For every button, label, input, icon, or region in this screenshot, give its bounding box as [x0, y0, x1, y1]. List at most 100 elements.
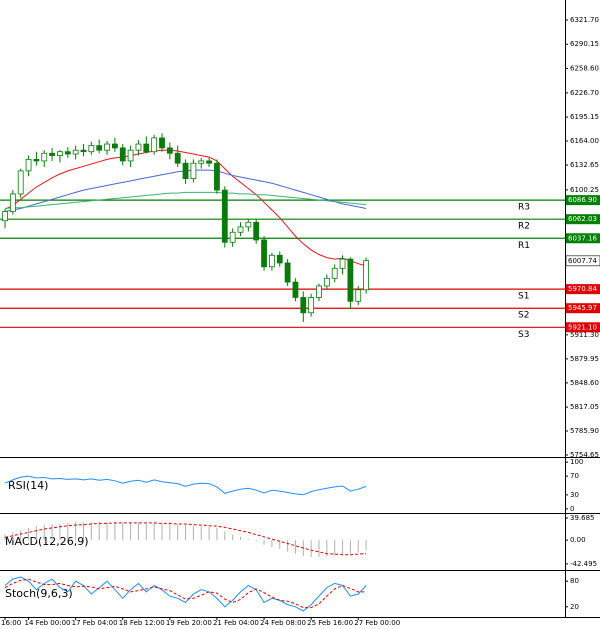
y-tick-label: 100 [570, 458, 583, 466]
candle-body [292, 281, 299, 298]
candle-body [316, 285, 322, 298]
candle-body [127, 149, 134, 162]
candle-body [206, 160, 213, 164]
candle-body [276, 254, 283, 264]
x-tick-label: 17 Feb 04:00 [72, 619, 118, 627]
level-name: R1 [518, 241, 530, 251]
last-price-label: 6007.74 [568, 257, 597, 265]
y-tick-label: 6290.15 [570, 40, 599, 48]
y-tick-label: 5848.60 [570, 379, 599, 387]
level-name: S1 [518, 292, 529, 302]
candle-body [151, 137, 158, 153]
y-tick-label: 6100.25 [570, 186, 599, 194]
x-tick-label: 14 Feb 00:00 [25, 619, 71, 627]
candle-body [80, 149, 87, 153]
y-tick-label: 5754.65 [570, 451, 599, 459]
y-tick-label: -42.495 [570, 560, 597, 568]
level-box [566, 214, 600, 225]
indicator-line [4, 522, 367, 556]
level-name: R2 [518, 222, 530, 232]
x-tick-label: 19 Feb 20:00 [166, 619, 212, 627]
candle-body [190, 162, 197, 179]
y-tick-label: 6258.60 [570, 64, 599, 72]
indicator-line [4, 475, 367, 496]
indicator-line [4, 149, 367, 267]
y-tick-label: 6195.15 [570, 113, 599, 121]
x-tick-label: 18 Feb 12:00 [119, 619, 165, 627]
candle-body [104, 143, 110, 151]
candle-body [355, 289, 362, 302]
y-tick-label: 6226.70 [570, 89, 599, 97]
candle-body [284, 262, 291, 283]
candle-body [33, 158, 40, 162]
indicator-line [4, 191, 367, 209]
level-box [566, 233, 600, 244]
x-tick-label: 24 Feb 08:00 [260, 619, 306, 627]
candle-body [253, 221, 260, 241]
x-tick-label: 25 Feb 16:00 [307, 619, 353, 627]
candle-body [182, 162, 189, 179]
candle-body [159, 137, 165, 149]
candle-body [347, 258, 354, 302]
candle-body [229, 231, 236, 243]
level-box [566, 195, 600, 206]
x-tick-label: 21 Feb 04:00 [213, 619, 259, 627]
level-label: 6037.16 [568, 234, 597, 242]
candle-body [96, 145, 103, 151]
candle-body [323, 277, 330, 287]
level-label: 5921.10 [568, 323, 597, 331]
indicator-title: RSI(14) [8, 479, 48, 492]
candle-body [174, 152, 181, 164]
y-tick-label: 5879.95 [570, 355, 599, 363]
level-label: 6086.90 [568, 196, 597, 204]
level-box [566, 322, 600, 333]
candle-body [339, 258, 346, 269]
level-name: S3 [518, 330, 529, 340]
candle-body [72, 149, 79, 155]
candle-body [221, 189, 228, 243]
candle-body [331, 267, 338, 279]
candle-body [17, 170, 24, 195]
level-label: 6062.03 [568, 215, 597, 223]
level-box [566, 284, 600, 295]
candle-body [237, 226, 244, 233]
candle-body [268, 254, 275, 268]
candle-body [25, 158, 32, 172]
candle-body [119, 147, 126, 162]
candle-body [112, 143, 118, 149]
y-tick-label: 5911.30 [570, 331, 599, 339]
y-tick-label: 6164.00 [570, 137, 599, 145]
y-tick-label: 70 [570, 472, 579, 480]
candle-body [2, 211, 8, 222]
y-tick-label: 6321.70 [570, 16, 599, 24]
candle-body [245, 221, 252, 228]
indicator-line [4, 578, 367, 609]
y-tick-label: 6132.65 [570, 161, 599, 169]
y-tick-label: 39.685 [570, 514, 595, 522]
candle-body [49, 152, 55, 156]
y-tick-label: 5785.90 [570, 427, 599, 435]
x-tick-label: 16:00 [1, 619, 21, 627]
indicator-line [4, 576, 367, 612]
candle-body [135, 143, 142, 151]
y-tick-label: 20 [570, 603, 579, 611]
level-label: 5945.97 [568, 304, 597, 312]
candle-body [308, 297, 315, 314]
y-tick-label: 5817.05 [570, 403, 599, 411]
candle-body [214, 162, 220, 191]
candle-body [9, 193, 16, 212]
candle-body [300, 297, 307, 314]
y-tick-label: 30 [570, 491, 579, 499]
candle-body [57, 151, 63, 156]
candle-body [143, 143, 150, 153]
candle-body [41, 152, 48, 162]
candle-body [88, 145, 95, 153]
candle-body [198, 160, 205, 164]
x-tick-label: 27 Feb 00:00 [354, 619, 400, 627]
indicator-title: Stoch(9,6,3) [5, 587, 73, 600]
candle-body [363, 260, 370, 291]
y-tick-label: 0 [570, 505, 574, 513]
y-tick-label: 0.00 [570, 536, 586, 544]
level-name: R3 [518, 203, 530, 213]
